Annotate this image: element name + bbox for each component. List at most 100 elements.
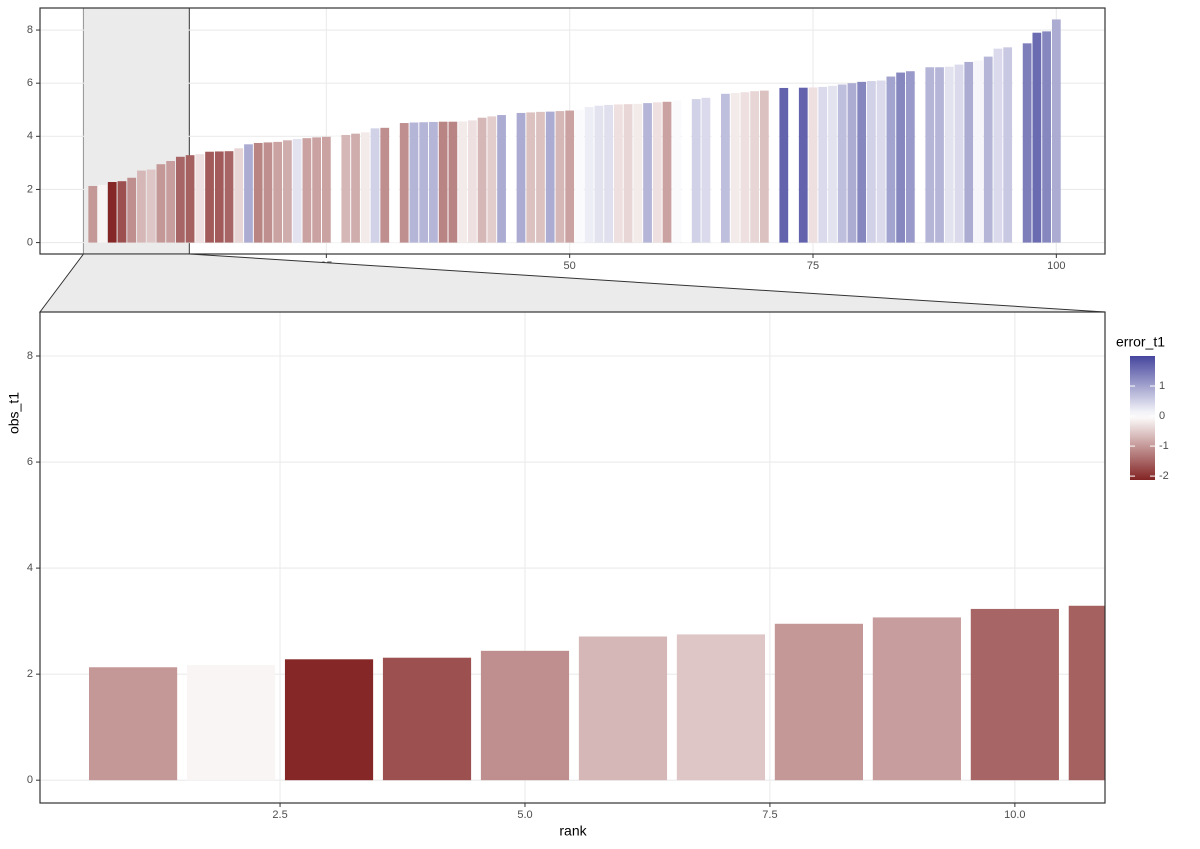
bar bbox=[750, 91, 759, 243]
overview-panel bbox=[40, 8, 1105, 254]
bar bbox=[477, 117, 487, 243]
x-axis-title: rank bbox=[559, 823, 587, 839]
bar bbox=[497, 115, 506, 243]
bar bbox=[205, 151, 214, 243]
x-tick-label: 5.0 bbox=[517, 809, 532, 821]
bar bbox=[828, 85, 837, 243]
legend-label: -2 bbox=[1159, 470, 1169, 482]
color-bar bbox=[1130, 356, 1155, 480]
bar bbox=[915, 69, 925, 243]
bar bbox=[273, 141, 283, 243]
bar bbox=[175, 156, 185, 243]
bar bbox=[1068, 605, 1105, 781]
bar bbox=[808, 87, 818, 243]
bar bbox=[925, 67, 935, 243]
bar bbox=[964, 61, 974, 243]
bar bbox=[390, 125, 399, 243]
bar bbox=[954, 64, 964, 243]
bar bbox=[341, 134, 351, 243]
bar bbox=[876, 80, 886, 243]
bar bbox=[107, 182, 117, 243]
bar bbox=[711, 96, 721, 243]
bar bbox=[545, 111, 555, 243]
panel-border bbox=[39, 311, 1106, 804]
bar bbox=[701, 97, 711, 243]
bar bbox=[429, 121, 438, 243]
bar bbox=[438, 121, 448, 243]
bar bbox=[1003, 47, 1013, 243]
bar bbox=[536, 111, 545, 243]
bar bbox=[857, 81, 867, 243]
bar bbox=[1032, 32, 1042, 243]
bar bbox=[186, 665, 276, 781]
bar bbox=[604, 104, 613, 243]
bar bbox=[98, 184, 107, 243]
bar bbox=[214, 151, 224, 243]
bar bbox=[1167, 604, 1200, 781]
legend-title: error_t1 bbox=[1116, 334, 1165, 350]
y-tick-label: 8 bbox=[27, 24, 33, 36]
panel-border bbox=[39, 7, 1106, 255]
y-tick-label: 2 bbox=[27, 183, 33, 195]
bar bbox=[480, 650, 570, 781]
bar bbox=[672, 100, 682, 243]
legend-label: -1 bbox=[1159, 440, 1169, 452]
legend-label: 1 bbox=[1159, 380, 1165, 392]
bar bbox=[321, 136, 331, 243]
x-tick-label: 75 bbox=[807, 260, 819, 272]
bar bbox=[555, 111, 565, 243]
bar bbox=[652, 102, 662, 243]
bar bbox=[682, 99, 691, 243]
bar bbox=[623, 104, 633, 243]
bar bbox=[351, 133, 360, 243]
bar bbox=[1051, 19, 1061, 243]
y-tick-label: 0 bbox=[27, 236, 33, 248]
bar bbox=[774, 623, 863, 781]
x-tick-label: 100 bbox=[1047, 260, 1065, 272]
bar bbox=[382, 657, 472, 781]
y-axis-title: obs_t1 bbox=[6, 392, 22, 434]
bar bbox=[691, 99, 701, 243]
bar bbox=[676, 634, 766, 781]
x-tick-label: 10.0 bbox=[1004, 809, 1025, 821]
bar bbox=[1042, 31, 1051, 243]
y-tick-label: 6 bbox=[27, 456, 33, 468]
bar bbox=[137, 170, 146, 243]
bar bbox=[88, 667, 178, 781]
bar bbox=[156, 164, 166, 243]
bar bbox=[448, 121, 458, 243]
bar bbox=[944, 66, 954, 243]
bar bbox=[467, 120, 477, 243]
bar bbox=[779, 87, 789, 243]
bar bbox=[458, 121, 467, 243]
bar bbox=[185, 155, 195, 243]
bar bbox=[506, 114, 516, 243]
bar bbox=[896, 72, 905, 243]
y-tick-label: 4 bbox=[27, 130, 33, 142]
bar bbox=[234, 148, 244, 243]
bar bbox=[974, 60, 983, 243]
bar bbox=[740, 92, 750, 243]
bar bbox=[146, 169, 156, 243]
bar bbox=[769, 89, 779, 243]
bar bbox=[263, 142, 273, 243]
bar bbox=[662, 101, 672, 243]
y-tick-label: 2 bbox=[27, 668, 33, 680]
bar bbox=[312, 137, 321, 243]
bar bbox=[565, 110, 575, 243]
bar bbox=[224, 151, 234, 243]
bar bbox=[88, 185, 98, 243]
bar bbox=[730, 93, 740, 243]
bar bbox=[578, 636, 668, 781]
bar bbox=[487, 116, 497, 243]
bar bbox=[117, 181, 127, 243]
bar bbox=[127, 177, 137, 243]
bar bbox=[409, 122, 419, 243]
bar bbox=[331, 136, 341, 243]
bar bbox=[195, 154, 205, 243]
bar bbox=[584, 107, 594, 243]
bar bbox=[837, 84, 847, 243]
bar bbox=[302, 138, 312, 243]
bar bbox=[292, 138, 302, 243]
bar bbox=[721, 93, 730, 243]
